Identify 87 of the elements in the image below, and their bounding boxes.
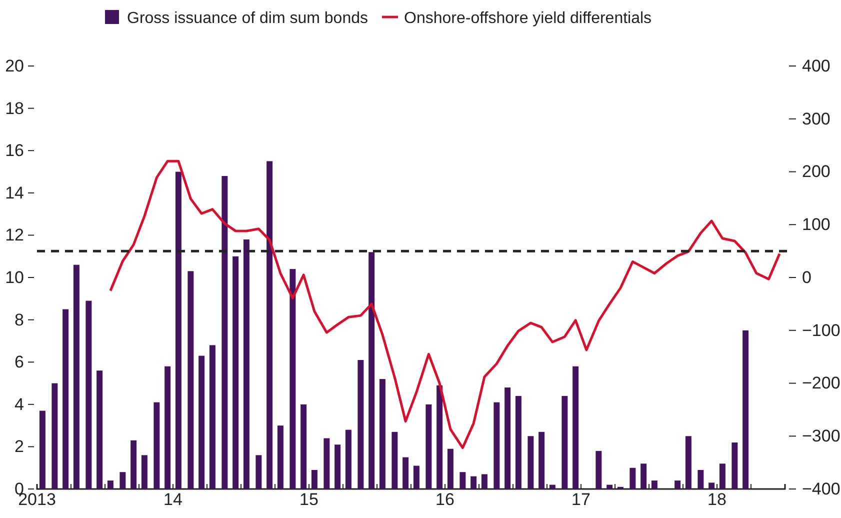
x-tick-label: 14 bbox=[164, 490, 182, 510]
bar bbox=[606, 484, 613, 489]
bar bbox=[39, 410, 46, 489]
bar bbox=[402, 457, 409, 489]
bar bbox=[596, 450, 602, 489]
bar bbox=[62, 309, 69, 489]
y2-tick-label: 400 bbox=[802, 56, 830, 76]
bar bbox=[107, 480, 114, 489]
bar bbox=[358, 360, 364, 489]
bar bbox=[256, 455, 262, 489]
bar bbox=[368, 252, 375, 489]
y-tick-label: 4 bbox=[14, 394, 24, 414]
y-tick-label: 20 bbox=[5, 56, 24, 76]
y2-tick-label: −400 bbox=[802, 479, 840, 498]
y2-tick-label: 200 bbox=[802, 162, 830, 182]
bar bbox=[481, 474, 488, 489]
bar bbox=[154, 402, 160, 489]
bar bbox=[345, 430, 352, 489]
bar bbox=[460, 472, 466, 489]
line-series bbox=[109, 160, 781, 450]
bar bbox=[447, 448, 454, 489]
bar bbox=[379, 379, 386, 489]
bar bbox=[188, 271, 194, 489]
bar bbox=[426, 404, 432, 489]
y-tick-label: 10 bbox=[5, 268, 24, 287]
bar bbox=[222, 176, 228, 489]
bar bbox=[549, 484, 556, 489]
bar bbox=[198, 356, 205, 489]
bar bbox=[640, 464, 647, 489]
bar bbox=[630, 468, 636, 489]
bar bbox=[141, 455, 148, 489]
bar bbox=[742, 330, 749, 489]
y-tick-label: 12 bbox=[5, 226, 24, 245]
bar bbox=[209, 345, 216, 489]
x-tick-label: 18 bbox=[708, 490, 726, 510]
bar bbox=[732, 442, 738, 489]
bar bbox=[290, 269, 296, 489]
bar bbox=[562, 396, 568, 489]
bar bbox=[685, 436, 692, 489]
bar bbox=[300, 404, 307, 489]
y-tick-label: 6 bbox=[14, 352, 24, 372]
bar bbox=[311, 470, 318, 489]
bar bbox=[266, 161, 273, 489]
bar bbox=[96, 370, 103, 489]
bar bbox=[470, 476, 477, 489]
bar bbox=[698, 470, 704, 489]
y2-tick-label: −200 bbox=[802, 374, 840, 393]
bar bbox=[120, 472, 126, 489]
y2-tick-label: −100 bbox=[802, 320, 840, 340]
y2-tick-label: 0 bbox=[802, 268, 812, 287]
bar bbox=[392, 432, 398, 489]
y2-tick-label: 300 bbox=[802, 109, 830, 128]
y-tick-label: 14 bbox=[5, 183, 24, 202]
bar bbox=[175, 172, 182, 489]
y2-tick-label: −300 bbox=[802, 426, 840, 446]
bar bbox=[494, 402, 500, 489]
y-tick-label: 16 bbox=[5, 141, 24, 160]
y-tick-label: 2 bbox=[14, 437, 24, 456]
bar bbox=[277, 426, 284, 489]
bar bbox=[413, 466, 420, 489]
bar bbox=[334, 444, 341, 489]
bar bbox=[572, 366, 579, 489]
y2-tick-label: 100 bbox=[802, 215, 830, 234]
bar bbox=[719, 464, 726, 489]
bar bbox=[528, 436, 534, 489]
bar bbox=[232, 256, 239, 489]
bar bbox=[243, 239, 250, 489]
y-tick-label: 18 bbox=[5, 98, 24, 118]
bar bbox=[164, 366, 171, 489]
bar bbox=[52, 383, 58, 489]
bar bbox=[708, 482, 715, 489]
bar bbox=[73, 264, 80, 489]
x-tick-label: 16 bbox=[436, 490, 454, 510]
x-tick-label: 15 bbox=[300, 490, 318, 510]
bar bbox=[651, 480, 658, 489]
bar bbox=[674, 480, 681, 489]
legend-label: Gross issuance of dim sum bonds bbox=[127, 10, 368, 27]
bar bbox=[504, 387, 511, 489]
bar bbox=[436, 385, 443, 489]
x-tick-label: 17 bbox=[572, 490, 590, 510]
bar bbox=[130, 440, 137, 489]
bar bbox=[538, 432, 545, 489]
bar bbox=[324, 438, 330, 489]
bar bbox=[515, 396, 522, 489]
bar bbox=[86, 300, 92, 489]
y-tick-label: 8 bbox=[14, 310, 24, 330]
legend-label: Onshore-offshore yield differentials bbox=[404, 10, 652, 27]
